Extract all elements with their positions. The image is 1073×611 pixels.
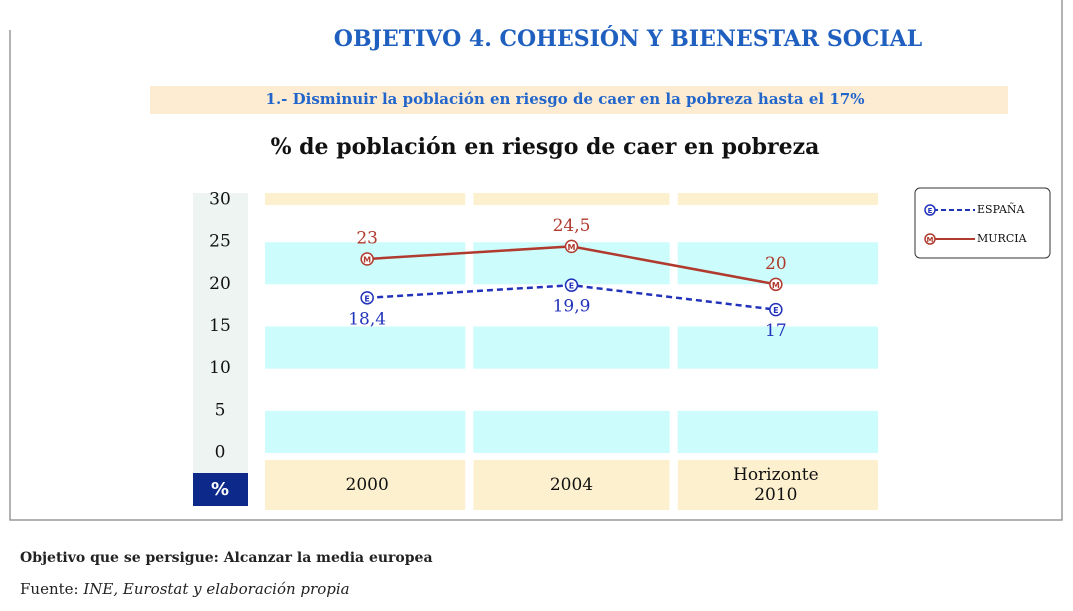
y-tick-label: 0 bbox=[215, 443, 226, 463]
stripe bbox=[265, 368, 878, 411]
marker bbox=[769, 277, 783, 292]
y-tick-label: 15 bbox=[209, 316, 231, 336]
y-label: % bbox=[211, 479, 229, 500]
value-label: 23 bbox=[356, 229, 378, 249]
marker bbox=[360, 252, 374, 266]
column-cap bbox=[473, 193, 670, 205]
x-tick-label: 2000 bbox=[345, 475, 389, 495]
marker bbox=[360, 291, 374, 305]
marker-letter: E bbox=[569, 282, 574, 291]
y-axis-column bbox=[193, 193, 248, 473]
source: Fuente: INE, Eurostat y elaboración prop… bbox=[20, 580, 350, 598]
value-label: 17 bbox=[765, 321, 787, 341]
legend-label: ESPAÑA bbox=[977, 202, 1026, 216]
marker-letter: M bbox=[568, 243, 576, 252]
marker bbox=[769, 302, 783, 317]
source-text: INE, Eurostat y elaboración propia bbox=[82, 580, 349, 598]
unit-box bbox=[193, 473, 248, 506]
y-tick-label: 10 bbox=[209, 358, 231, 378]
value-label: 20 bbox=[765, 254, 787, 274]
y-tick-label: 5 bbox=[215, 400, 226, 420]
subtitle-band bbox=[150, 86, 1008, 114]
header: OBJETIVO 4. COHESIÓN Y BIENESTAR SOCIAL bbox=[334, 25, 922, 52]
marker-letter: M bbox=[363, 256, 371, 265]
legend-label: MURCIA bbox=[977, 232, 1028, 245]
category-cell bbox=[473, 460, 670, 510]
stripe bbox=[265, 410, 878, 453]
marker bbox=[564, 239, 579, 254]
marker-letter: E bbox=[773, 306, 778, 315]
legend-marker-letter: M bbox=[927, 236, 934, 244]
value-label: 18,4 bbox=[348, 309, 386, 329]
stripe bbox=[265, 326, 878, 369]
frame bbox=[9, 0, 1063, 521]
value-label: 24,5 bbox=[553, 216, 591, 236]
y-tick-label: 20 bbox=[209, 274, 231, 294]
column-cap bbox=[265, 193, 466, 205]
legend-marker-letter: E bbox=[928, 207, 933, 215]
column-gap bbox=[465, 193, 474, 513]
stripe bbox=[265, 200, 878, 243]
x-tick-label: 2004 bbox=[549, 475, 594, 495]
category-cell bbox=[677, 460, 878, 510]
value-label: 19,9 bbox=[553, 297, 591, 317]
category-cell bbox=[265, 460, 466, 510]
footer: Objetivo que se persigue: Alcanzar la me… bbox=[20, 550, 433, 566]
legend-marker bbox=[924, 233, 936, 245]
y-tick-label: 30 bbox=[209, 190, 231, 210]
source-label: Fuente: bbox=[20, 580, 79, 598]
subtitle: 1.- Disminuir la población en riesgo de … bbox=[266, 90, 865, 108]
column-cap bbox=[677, 193, 878, 205]
column-gap bbox=[669, 193, 678, 513]
legend-marker bbox=[924, 204, 936, 216]
chart-title: % de población en riesgo de caer en pobr… bbox=[271, 134, 820, 160]
legend-box bbox=[914, 187, 1051, 259]
x-tick-label: Horizonte 2010 bbox=[733, 465, 819, 505]
marker bbox=[564, 278, 579, 292]
y-tick-label: 25 bbox=[209, 232, 231, 252]
marker-letter: E bbox=[364, 294, 369, 303]
marker-letter: M bbox=[772, 281, 780, 290]
